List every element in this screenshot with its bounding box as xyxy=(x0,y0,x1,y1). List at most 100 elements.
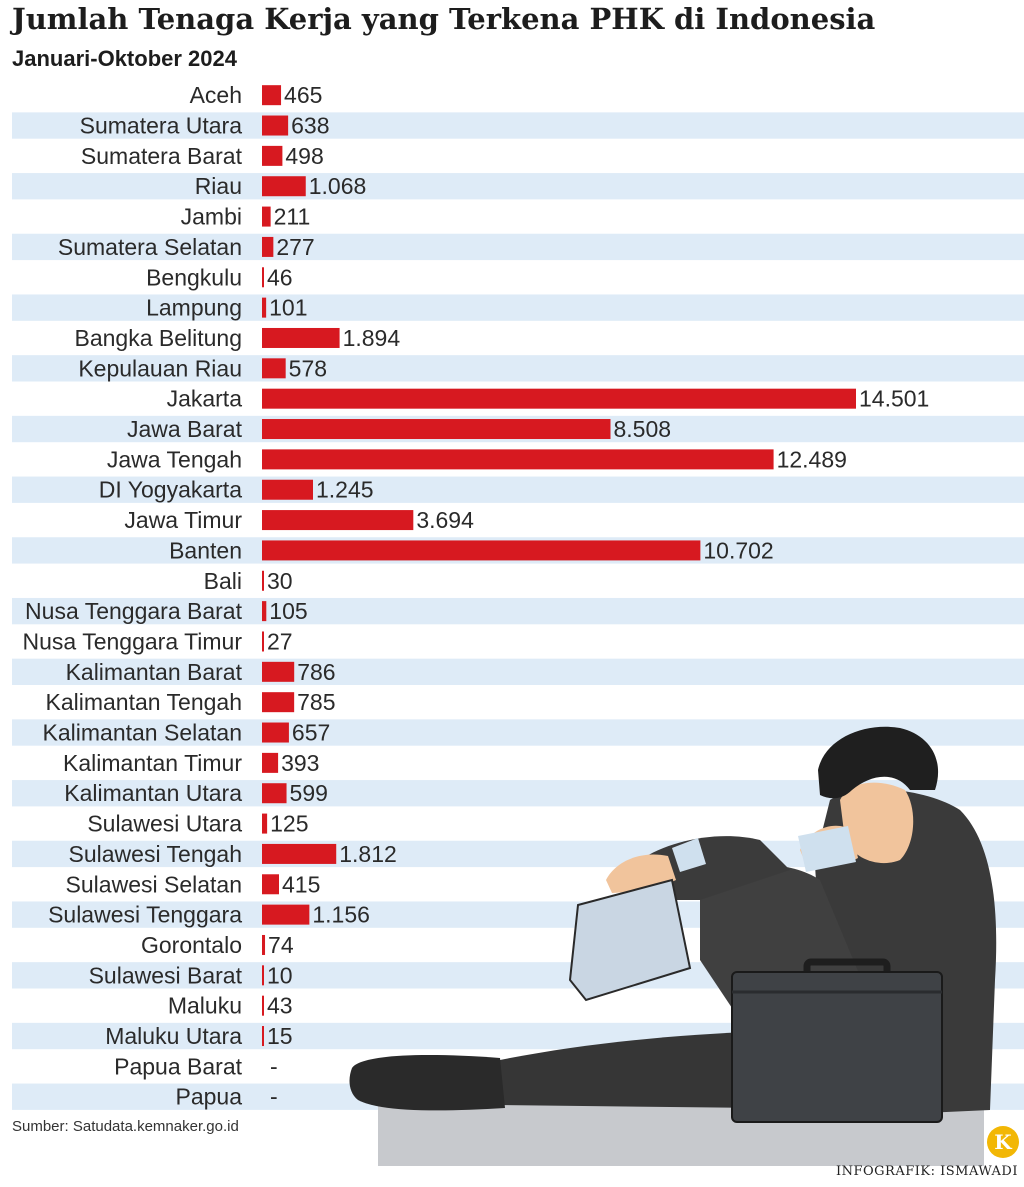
bar xyxy=(262,843,337,864)
row-stripe xyxy=(12,294,1024,321)
category-label: Bali xyxy=(204,568,242,594)
bar xyxy=(262,934,266,955)
category-label: Sulawesi Tengah xyxy=(69,841,242,867)
category-label: Kalimantan Selatan xyxy=(43,720,242,746)
bar xyxy=(262,176,306,197)
bar xyxy=(262,419,611,440)
bar xyxy=(262,1026,264,1047)
row-stripe xyxy=(12,658,1024,685)
value-label: 465 xyxy=(284,82,322,108)
category-label: Banten xyxy=(169,537,242,563)
value-label: 393 xyxy=(281,750,319,776)
value-label: 786 xyxy=(297,659,335,685)
value-label: 3.694 xyxy=(416,507,474,533)
value-label: 105 xyxy=(269,598,307,624)
bar xyxy=(262,358,286,379)
bar xyxy=(262,145,283,166)
face xyxy=(840,782,914,864)
bar xyxy=(262,570,264,591)
category-label: Gorontalo xyxy=(141,932,242,958)
category-label: Sulawesi Selatan xyxy=(66,871,242,897)
row-stripe xyxy=(12,355,1024,382)
bars xyxy=(262,85,856,1047)
publisher-logo: K xyxy=(987,1126,1019,1158)
value-label: 1.156 xyxy=(312,902,370,928)
value-label: 125 xyxy=(270,811,308,837)
bar xyxy=(262,904,310,925)
category-label: Riau xyxy=(195,173,242,199)
category-label: Aceh xyxy=(190,82,242,108)
chart-subtitle: Januari-Oktober 2024 xyxy=(12,46,237,71)
bar xyxy=(262,965,264,986)
row-stripe xyxy=(12,597,1024,625)
value-label: 638 xyxy=(291,113,329,139)
bar xyxy=(262,813,268,834)
category-label: Sulawesi Tenggara xyxy=(48,902,242,928)
value-label: - xyxy=(270,1053,278,1079)
bar xyxy=(262,449,774,470)
category-label: Lampung xyxy=(146,295,242,321)
value-label: 578 xyxy=(289,355,327,381)
bar xyxy=(262,510,414,531)
category-label: Maluku xyxy=(168,993,242,1019)
bar xyxy=(262,692,295,713)
row-stripe xyxy=(12,173,1024,200)
category-label: Sumatera Barat xyxy=(81,143,243,169)
bar xyxy=(262,661,295,682)
value-label: 415 xyxy=(282,871,320,897)
value-label: 30 xyxy=(267,568,293,594)
category-labels: Aceh Sumatera Utara Sumatera Barat Riau Jamb… xyxy=(23,82,243,1110)
value-label: 43 xyxy=(267,993,293,1019)
paper xyxy=(568,878,692,1002)
bar xyxy=(262,236,274,257)
hair xyxy=(818,726,939,799)
category-label: Sulawesi Barat xyxy=(89,962,243,988)
value-label: 14.501 xyxy=(859,386,929,412)
bar xyxy=(262,540,701,561)
bar xyxy=(262,297,267,318)
value-labels: 465 638 498 1.068 211 277 46 101 1.894 578 14.501 8… xyxy=(267,82,929,1110)
category-label: Kalimantan Utara xyxy=(64,780,242,806)
category-label: Sulawesi Utara xyxy=(87,811,242,837)
bar xyxy=(262,206,271,227)
value-label: 785 xyxy=(297,689,335,715)
shoe xyxy=(349,1055,505,1111)
bar xyxy=(262,631,264,652)
infographic-credit: INFOGRAFIK: ISMAWADI xyxy=(835,1164,1018,1179)
briefcase xyxy=(731,971,943,1123)
category-label: Bangka Belitung xyxy=(74,325,242,351)
value-label: 1.812 xyxy=(339,841,397,867)
value-label: 15 xyxy=(267,1023,293,1049)
bar xyxy=(262,267,264,288)
source-note: Sumber: Satudata.kemnaker.go.id xyxy=(12,1118,239,1135)
value-label: 12.489 xyxy=(777,446,847,472)
value-label: 1.245 xyxy=(316,477,374,503)
category-label: Bengkulu xyxy=(146,264,242,290)
value-label: 8.508 xyxy=(614,416,672,442)
category-label: Maluku Utara xyxy=(105,1023,242,1049)
value-label: 46 xyxy=(267,264,293,290)
chart-title: Jumlah Tenaga Kerja yang Terkena PHK di … xyxy=(12,2,876,36)
value-label: 657 xyxy=(292,720,330,746)
value-label: 599 xyxy=(290,780,328,806)
value-label: 27 xyxy=(267,628,293,654)
bar xyxy=(262,601,267,622)
category-label: Jawa Barat xyxy=(127,416,243,442)
bar xyxy=(262,115,289,136)
category-label: Sumatera Selatan xyxy=(58,234,242,260)
illustration xyxy=(349,726,997,1166)
bar xyxy=(262,479,313,500)
shirt-cuff xyxy=(672,838,706,872)
value-label: 277 xyxy=(276,234,314,260)
bar xyxy=(262,995,264,1016)
value-label: 1.894 xyxy=(343,325,401,351)
bar xyxy=(262,752,279,773)
bar xyxy=(262,874,279,895)
category-label: Sumatera Utara xyxy=(80,113,243,139)
row-stripe xyxy=(12,112,1024,139)
value-label: 10.702 xyxy=(703,537,773,563)
value-label: 498 xyxy=(285,143,323,169)
bar xyxy=(262,722,289,743)
value-label: 74 xyxy=(268,932,294,958)
